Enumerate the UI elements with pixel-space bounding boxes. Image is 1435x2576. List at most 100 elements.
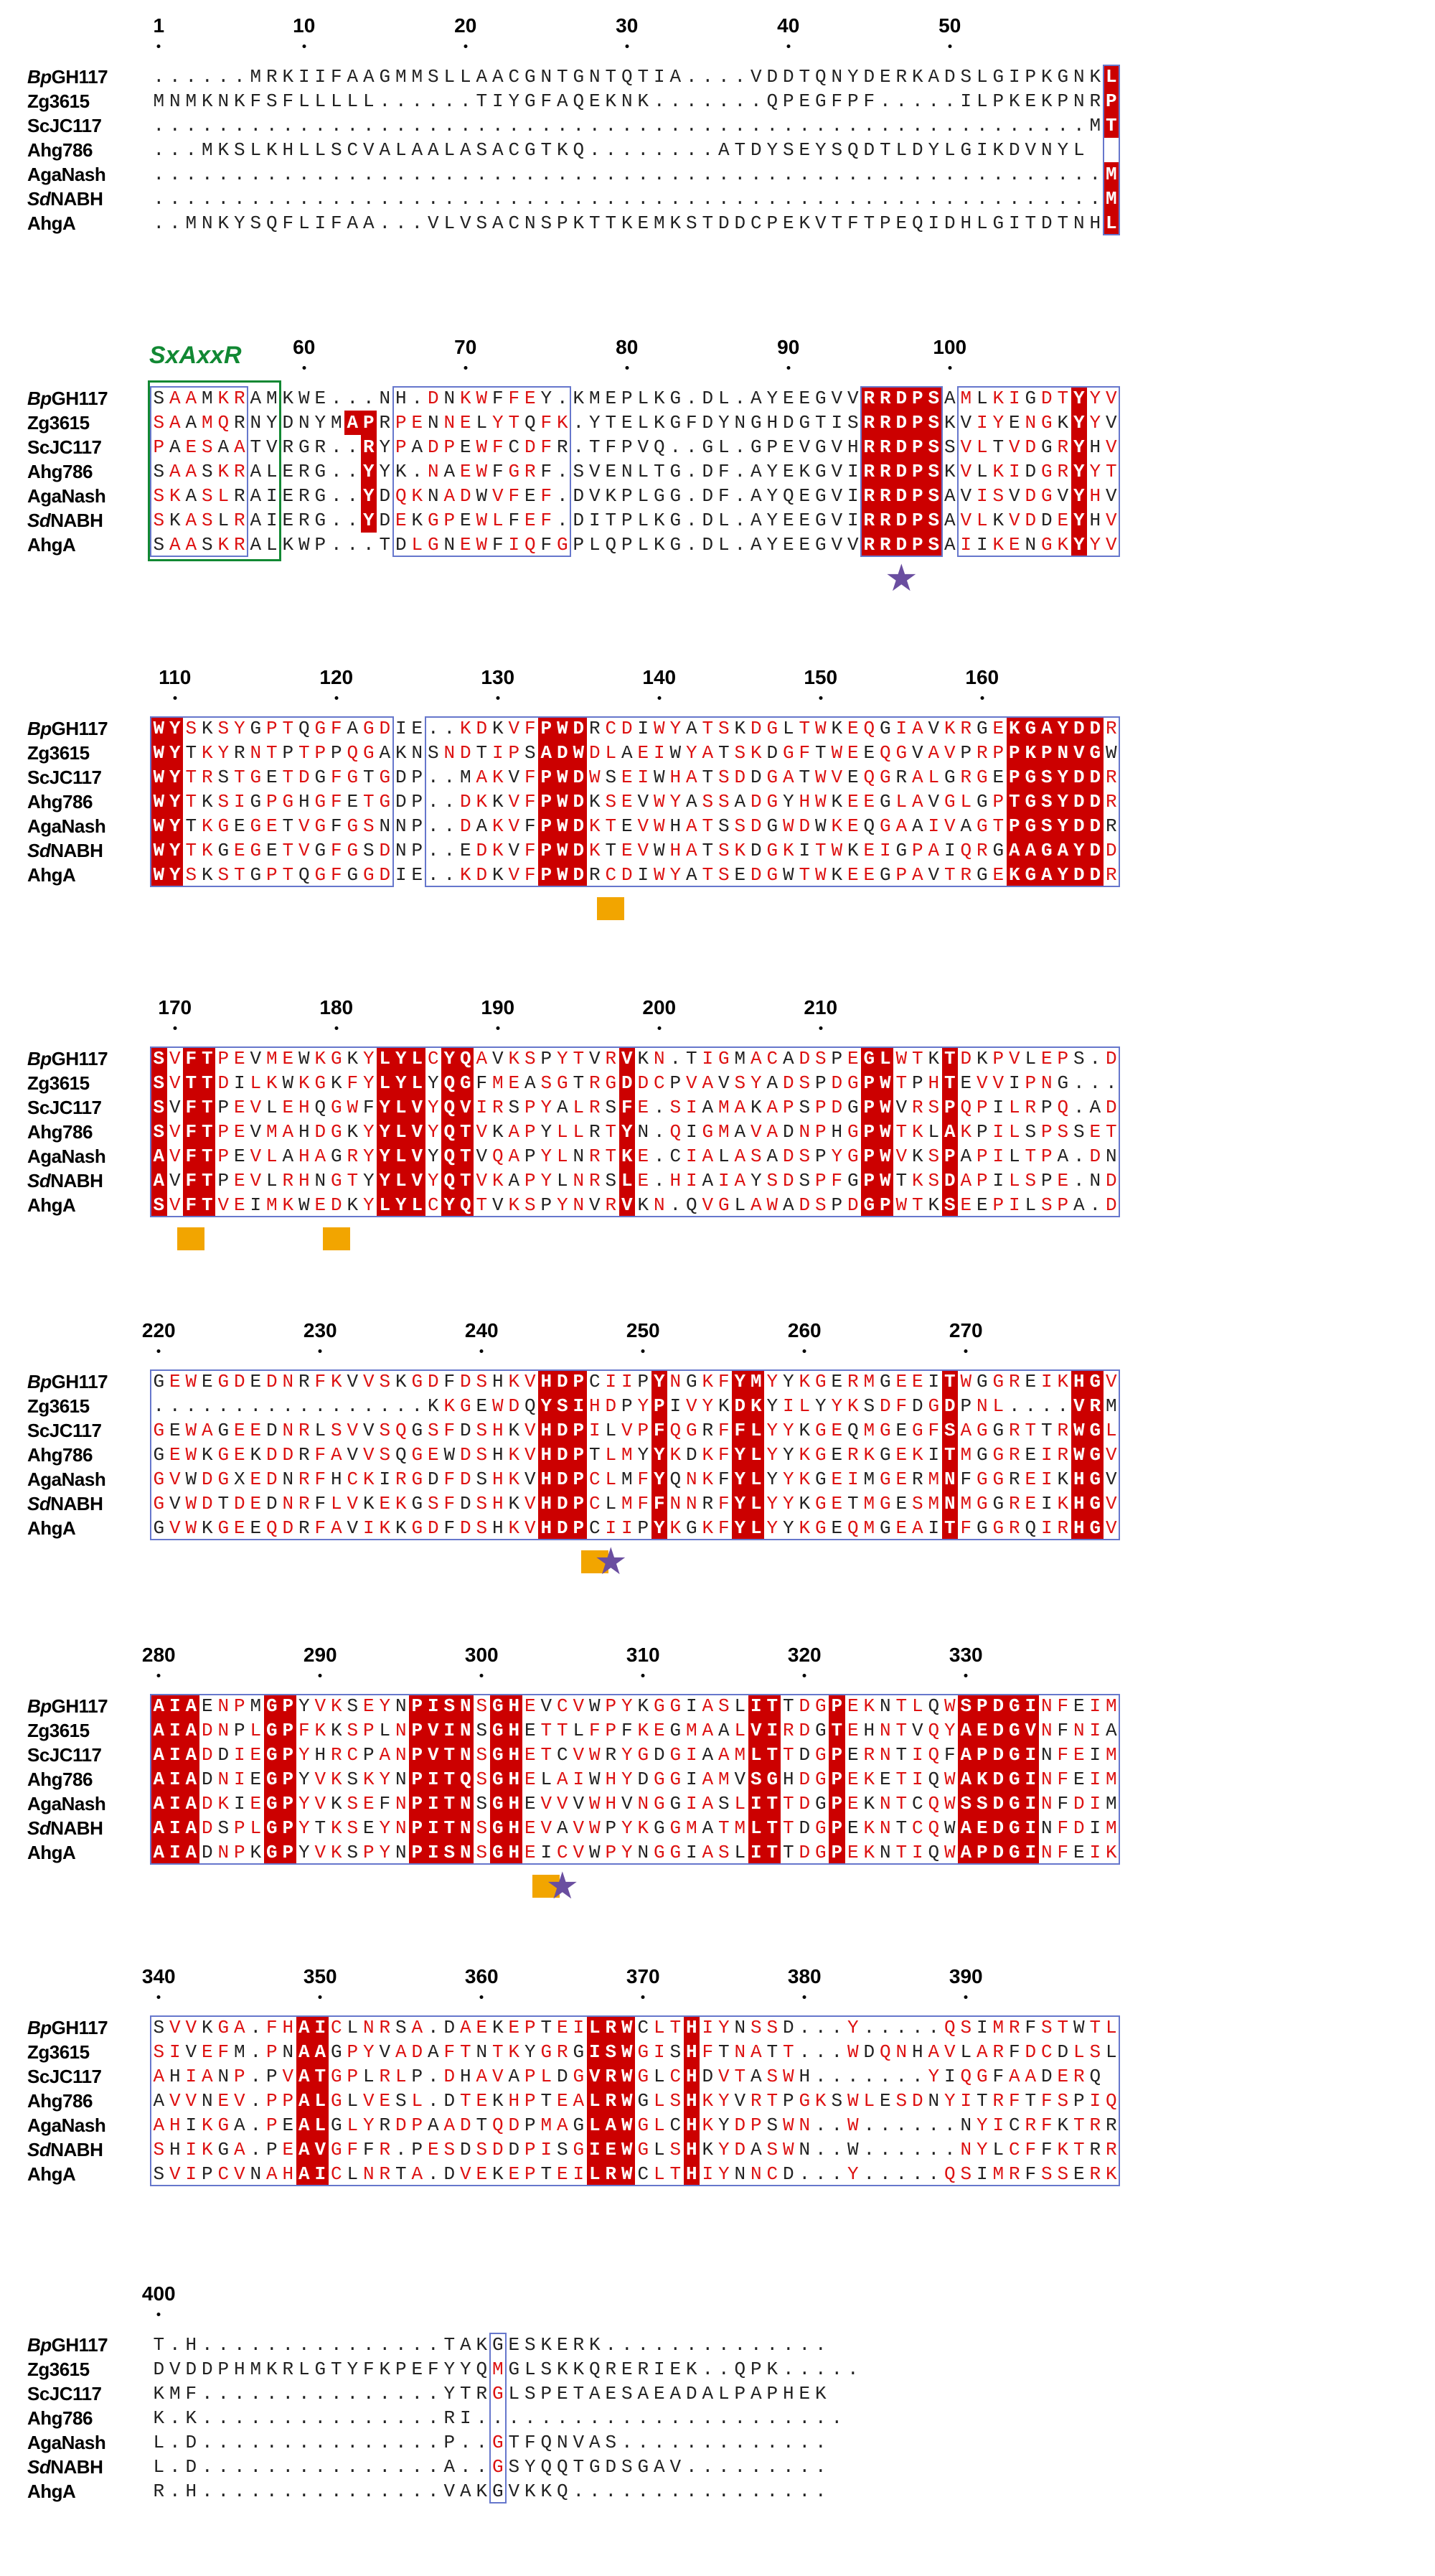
- residue: .: [476, 2407, 488, 2429]
- residue: D: [799, 1194, 811, 1216]
- position-ruler: 110 120 130 140 150 160: [0, 666, 1435, 716]
- residue: G: [217, 2139, 230, 2160]
- residue: L: [718, 436, 730, 458]
- residue: D: [185, 2359, 197, 2380]
- residue: A: [718, 1720, 730, 1741]
- residue: T: [976, 2090, 988, 2112]
- residue: K: [1105, 1842, 1117, 1863]
- residue: .: [540, 188, 552, 210]
- residue: .: [201, 188, 213, 210]
- residue: E: [265, 840, 278, 861]
- residue: V: [250, 1121, 262, 1143]
- residue: .: [459, 188, 471, 210]
- residue: P: [992, 742, 1004, 764]
- residue: A: [750, 1048, 762, 1069]
- position-ruler: 400: [0, 2282, 1435, 2333]
- residue: F: [1025, 2017, 1037, 2038]
- residue: K: [1105, 2163, 1117, 2185]
- residue: C: [588, 1517, 601, 1539]
- residue: P: [538, 790, 555, 814]
- residue: D: [459, 742, 471, 764]
- residue: V: [573, 2432, 585, 2453]
- sequence-name: AhgA: [27, 1517, 178, 1540]
- residue: D: [893, 411, 910, 435]
- residue: F: [831, 90, 843, 112]
- sequence-name: BpGH117: [27, 388, 178, 410]
- residue: L: [573, 1720, 585, 1741]
- residue: .: [653, 90, 665, 112]
- residue: D: [554, 1443, 570, 1467]
- residue: G: [1025, 388, 1037, 409]
- residue: I: [992, 1146, 1004, 1167]
- residue: L: [734, 1842, 746, 1863]
- residue: E: [233, 1146, 245, 1167]
- residue: .: [201, 2481, 213, 2502]
- residue: L: [1025, 1194, 1037, 1216]
- residue: .: [395, 1395, 407, 1417]
- residue: F: [960, 1517, 972, 1539]
- residue: T: [459, 2041, 471, 2063]
- residue: I: [1040, 1493, 1053, 1514]
- residue: Y: [831, 1395, 843, 1417]
- residue: .: [669, 1194, 682, 1216]
- residue: W: [476, 485, 488, 507]
- alignment-block-7: 340 350 360 370 380 390 BpGH117 S V V K G A. F H A I C L N R…: [0, 1965, 1435, 2244]
- residue: .: [750, 2407, 762, 2429]
- residue: W: [476, 510, 488, 531]
- residue: C: [588, 1469, 601, 1490]
- residue: Y: [233, 212, 245, 234]
- residue: Q: [782, 485, 794, 507]
- residue: .: [685, 485, 697, 507]
- residue: V: [362, 1371, 375, 1392]
- residue: G: [976, 1493, 988, 1514]
- residue: .: [524, 164, 536, 185]
- residue: .: [347, 2481, 359, 2502]
- residue: S: [1025, 1170, 1037, 1191]
- residue: K: [491, 815, 504, 837]
- residue: P: [1103, 89, 1119, 113]
- residue: .: [831, 2114, 843, 2136]
- residue: T: [362, 767, 375, 788]
- residue: G: [637, 2139, 649, 2160]
- residue: T: [199, 1046, 215, 1071]
- residue: P: [411, 815, 423, 837]
- residue: I: [508, 534, 520, 556]
- residue: P: [605, 1842, 617, 1863]
- residue: V: [1071, 1394, 1087, 1418]
- residue: A: [411, 139, 423, 161]
- residue: G: [814, 1469, 827, 1490]
- residue: S: [217, 718, 230, 739]
- residue: N: [799, 2114, 811, 2136]
- residue: G: [1087, 1369, 1104, 1394]
- residue: W: [653, 791, 665, 812]
- residue: Y: [685, 742, 697, 764]
- residue: K: [814, 2383, 827, 2404]
- residue: D: [702, 534, 714, 556]
- residue: L: [637, 534, 649, 556]
- residue: P: [911, 840, 923, 861]
- position-ruler: 280 290 300 310 320 330: [0, 1644, 1435, 1694]
- residue: W: [814, 767, 827, 788]
- residue: S: [718, 791, 730, 812]
- residue: .: [1057, 115, 1069, 136]
- residue: W: [491, 1395, 504, 1417]
- residue: K: [960, 1121, 972, 1143]
- residue: S: [1089, 2041, 1101, 2063]
- residue: .: [782, 2359, 794, 2380]
- residue: K: [944, 461, 956, 482]
- residue: .: [314, 2383, 326, 2404]
- residue: .: [233, 2383, 245, 2404]
- residue: T: [653, 461, 665, 482]
- residue: C: [1008, 2139, 1020, 2160]
- residue: L: [411, 2090, 423, 2112]
- residue: R: [491, 1097, 504, 1118]
- residue: V: [250, 1170, 262, 1191]
- residue: R: [992, 2090, 1004, 2112]
- residue: Y: [298, 1793, 310, 1814]
- residue: A: [556, 1097, 568, 1118]
- residue: H: [538, 1516, 555, 1540]
- residue: P: [750, 2114, 762, 2136]
- residue: S: [1038, 814, 1055, 838]
- residue: .: [637, 139, 649, 161]
- residue: .: [427, 767, 439, 788]
